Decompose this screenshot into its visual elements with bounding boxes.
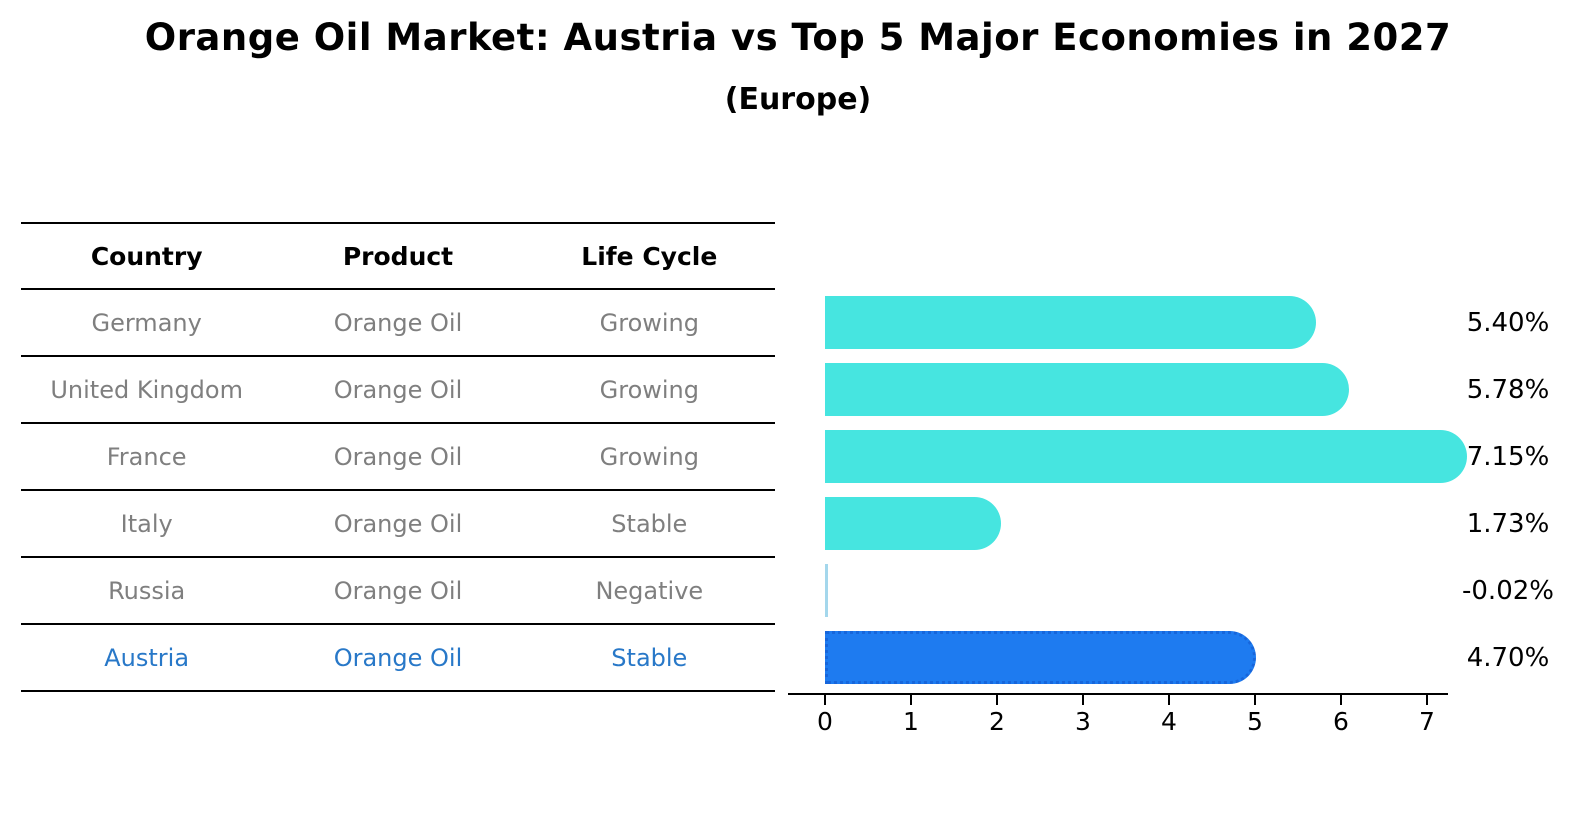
cell-life_cycle: Growing [599,308,699,337]
cell-country: France [106,442,187,471]
table-row-italy: Italy Orange Oil Stable [21,491,775,558]
cell-country: Russia [108,576,186,605]
cell-country: Germany [91,308,202,337]
bar-value-label: 5.78% [1466,374,1550,405]
x-axis-tick [910,695,912,705]
cell-life_cycle: Growing [599,375,699,404]
cell-product: Orange Oil [333,643,463,672]
table-row-austria: Austria Orange Oil Stable [21,625,775,692]
table-row-russia: Russia Orange Oil Negative [21,558,775,625]
column-header-life-cycle: Life Cycle [581,241,718,271]
x-axis-tick-label: 4 [1161,707,1177,736]
cell-life_cycle: Stable [611,643,688,672]
bar-united-kingdom [825,363,1350,416]
cell-product: Orange Oil [333,308,463,337]
table-header-row: Country Product Life Cycle [21,224,775,290]
cell-life_cycle: Growing [599,442,699,471]
x-axis-tick-label: 2 [989,707,1005,736]
x-axis-tick-label: 5 [1247,707,1263,736]
table-body: Germany Orange Oil Growing United Kingdom Or… [21,290,775,692]
cell-country: Austria [104,643,190,672]
column-header-product: Product [342,241,454,271]
cell-product: Orange Oil [333,576,463,605]
x-axis-tick [1168,695,1170,705]
bar-russia [825,564,828,617]
bar-value-label: 7.15% [1466,441,1550,472]
column-header-country: Country [90,241,203,271]
cell-life_cycle: Negative [595,576,704,605]
table-row-united-kingdom: United Kingdom Orange Oil Growing [21,357,775,424]
bar-value-label: 5.40% [1466,307,1550,338]
bar-germany [825,296,1317,349]
bar-value-label: 1.73% [1466,508,1550,539]
cell-product: Orange Oil [333,509,463,538]
x-axis-tick [1082,695,1084,705]
bar-italy [825,497,1001,550]
x-axis-tick [1254,695,1256,705]
chart-subtitle: (Europe) [724,82,872,117]
cell-product: Orange Oil [333,375,463,404]
x-axis-tick [824,695,826,705]
table-row-france: France Orange Oil Growing [21,424,775,491]
x-axis-tick-label: 7 [1419,707,1435,736]
bar-austria [825,631,1257,684]
bar-france [825,430,1467,483]
x-axis-line [788,693,1448,695]
cell-country: United Kingdom [50,375,243,404]
table-row-germany: Germany Orange Oil Growing [21,290,775,357]
x-axis-tick-label: 6 [1333,707,1349,736]
x-axis-tick [1340,695,1342,705]
cell-country: Italy [120,509,173,538]
x-axis-tick [1426,695,1428,705]
x-axis-tick-label: 1 [903,707,919,736]
x-axis-tick [996,695,998,705]
bar-value-label: 4.70% [1466,642,1550,673]
x-axis-tick-label: 0 [817,707,833,736]
chart-title: Orange Oil Market: Austria vs Top 5 Majo… [144,16,1452,59]
x-axis-tick-label: 3 [1075,707,1091,736]
bar-value-label: -0.02% [1462,575,1554,606]
cell-life_cycle: Stable [611,509,688,538]
cell-product: Orange Oil [333,442,463,471]
data-table: Country Product Life Cycle Germany Orange O… [21,222,775,692]
